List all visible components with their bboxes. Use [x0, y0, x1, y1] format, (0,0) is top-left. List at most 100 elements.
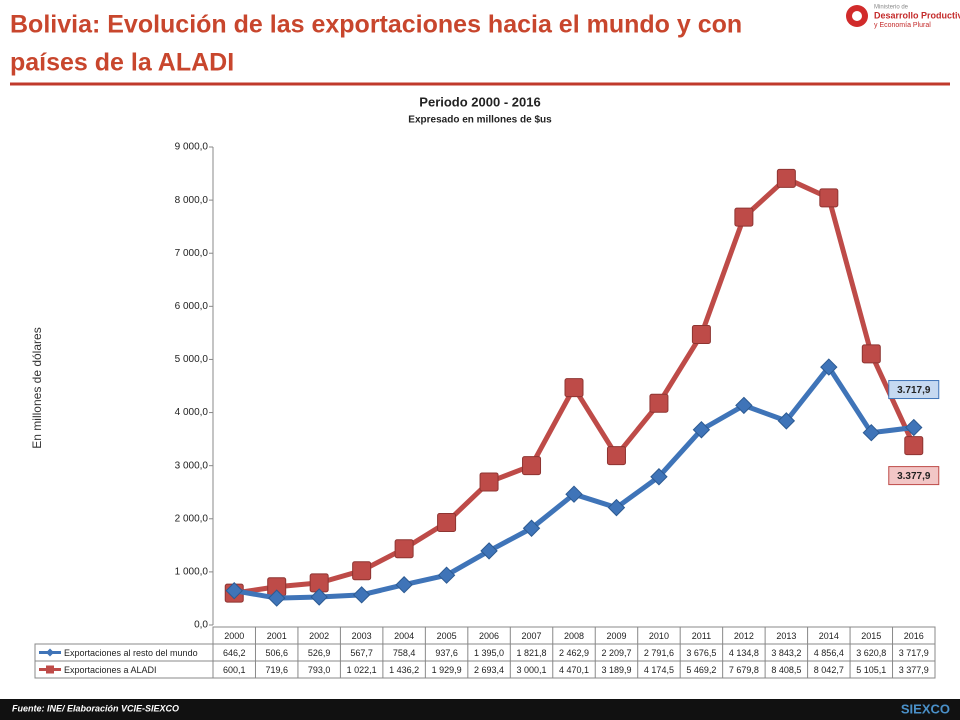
marker [777, 412, 796, 430]
marker [820, 358, 838, 376]
y-tick-label: 7 000,0 [175, 248, 209, 259]
end-label-box [888, 466, 940, 486]
table-value: 4 134,8 [729, 648, 759, 658]
table-value: 3 717,9 [899, 648, 929, 658]
chart-title: Periodo 2000 - 2016 [419, 94, 540, 109]
marker [310, 588, 328, 606]
table-value: 8 042,7 [814, 665, 844, 675]
marker [607, 498, 626, 517]
x-tick-label: 2003 [352, 631, 372, 641]
legend-swatch [46, 665, 54, 674]
table-value: 758,4 [393, 648, 416, 658]
table-value: 4 174,5 [644, 665, 674, 675]
marker [394, 539, 414, 559]
marker [522, 519, 541, 537]
x-tick-label: 2012 [734, 631, 754, 641]
marker [650, 468, 668, 486]
table-value: 5 105,1 [856, 665, 886, 675]
y-axis-label: En millones de dólares [30, 327, 44, 448]
legend-label: Exportaciones al resto del mundo [64, 648, 198, 658]
marker [904, 436, 924, 456]
marker [437, 513, 457, 533]
table-value: 4 470,1 [559, 665, 589, 675]
marker [522, 456, 542, 476]
marker [395, 576, 413, 594]
marker [862, 423, 881, 442]
x-tick-label: 2001 [267, 631, 287, 641]
table-value: 646,2 [223, 648, 246, 658]
x-tick-label: 2006 [479, 631, 499, 641]
marker [352, 561, 372, 581]
table-value: 8 408,5 [771, 665, 801, 675]
footer-brand: SIEXCO [901, 701, 950, 716]
series-line [233, 364, 915, 601]
slide-title: países de la ALADI [10, 49, 234, 77]
marker [225, 581, 243, 600]
table-value: 2 791,6 [644, 648, 674, 658]
table-value: 719,6 [265, 665, 288, 675]
table-value: 1 929,9 [432, 665, 462, 675]
footer-bar [0, 699, 960, 720]
marker [649, 393, 669, 413]
slide-title: Bolivia: Evolución de las exportaciones … [10, 11, 742, 39]
marker [905, 418, 923, 437]
marker [606, 446, 626, 466]
end-label-box [888, 380, 940, 400]
chart-subtitle: Expresado en millones de $us [408, 115, 552, 126]
x-tick-label: 2005 [437, 631, 457, 641]
x-tick-label: 2007 [522, 631, 542, 641]
table-frame [212, 626, 936, 679]
table-value: 3 676,5 [686, 648, 716, 658]
table-value: 506,6 [265, 648, 288, 658]
y-tick-label: 9 000,0 [175, 142, 209, 153]
table-value: 5 469,2 [686, 665, 716, 675]
marker [819, 188, 839, 208]
marker [861, 344, 881, 364]
marker [352, 586, 371, 604]
table-value: 2 462,9 [559, 648, 589, 658]
table-value: 1 022,1 [347, 665, 377, 675]
y-tick-label: 2 000,0 [175, 513, 209, 524]
table-value: 3 843,2 [771, 648, 801, 658]
marker [437, 566, 456, 584]
marker [565, 485, 583, 503]
y-tick-label: 6 000,0 [175, 301, 209, 312]
table-value: 567,7 [350, 648, 373, 658]
legend-swatch [46, 648, 54, 657]
footer-source: Fuente: INE/ Elaboración VCIE-SIEXCO [12, 703, 179, 713]
x-tick-label: 2013 [776, 631, 796, 641]
marker [267, 589, 286, 607]
table-value: 7 679,8 [729, 665, 759, 675]
marker [479, 472, 499, 492]
logo-text: y Economía Plural [874, 22, 931, 29]
y-tick-label: 8 000,0 [175, 195, 209, 206]
y-tick-label: 5 000,0 [175, 354, 209, 365]
marker [480, 542, 498, 560]
table-value: 937,6 [435, 648, 458, 658]
table-value: 1 436,2 [389, 665, 419, 675]
logo-icon [852, 11, 862, 21]
marker [691, 325, 711, 345]
x-tick-label: 2015 [861, 631, 881, 641]
end-label: 3.377,9 [897, 471, 931, 482]
x-tick-label: 2010 [649, 631, 669, 641]
table-value: 3 620,8 [856, 648, 886, 658]
end-label: 3.717,9 [897, 385, 931, 396]
table-value: 600,1 [223, 665, 246, 675]
table-value: 1 395,0 [474, 648, 504, 658]
x-tick-label: 2004 [394, 631, 414, 641]
table-value: 526,9 [308, 648, 331, 658]
y-tick-label: 4 000,0 [175, 407, 209, 418]
marker [734, 207, 754, 227]
x-tick-label: 2002 [309, 631, 329, 641]
table-value: 2 693,4 [474, 665, 504, 675]
table-value: 793,0 [308, 665, 331, 675]
x-tick-label: 2008 [564, 631, 584, 641]
x-tick-label: 2009 [606, 631, 626, 641]
table-value: 3 189,9 [601, 665, 631, 675]
x-tick-label: 2000 [224, 631, 244, 641]
table-value: 2 209,7 [601, 648, 631, 658]
marker [564, 378, 584, 398]
